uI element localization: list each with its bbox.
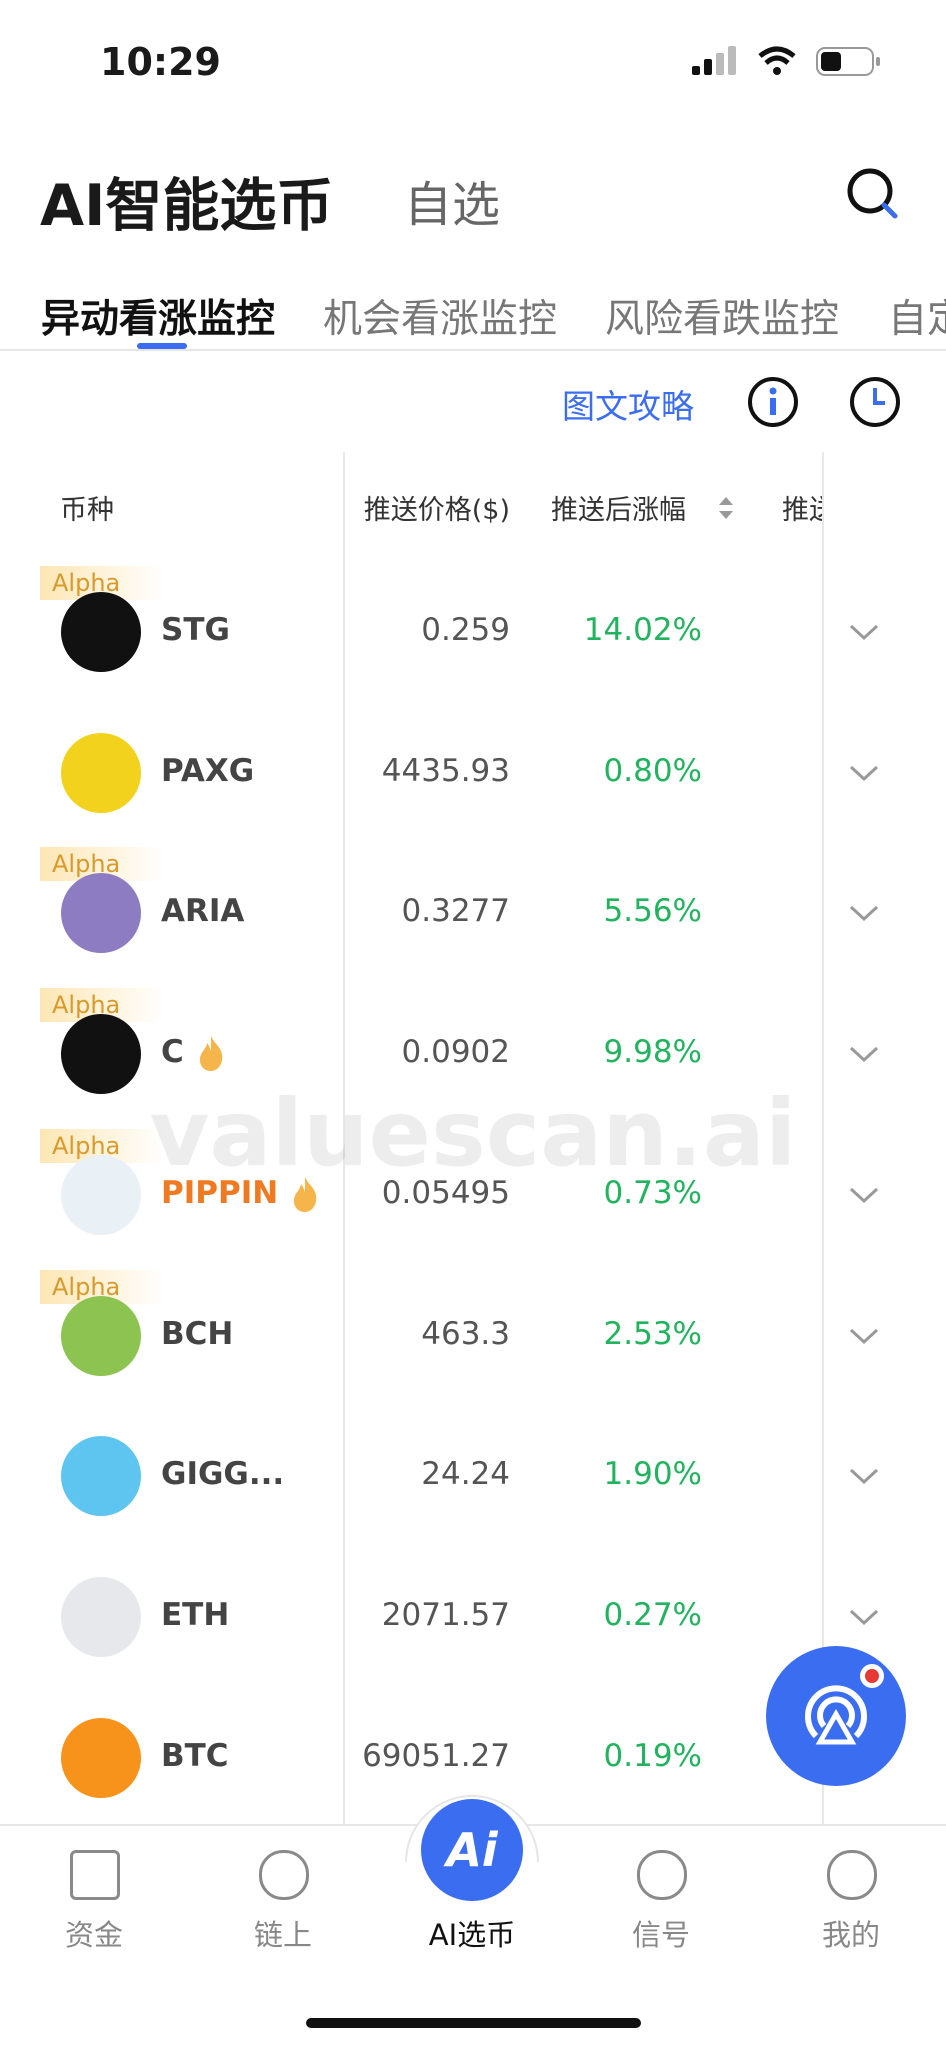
- expand-chevron[interactable]: [848, 903, 880, 923]
- push-price: 69051.27: [362, 1737, 510, 1774]
- hot-icon: [294, 1176, 317, 1212]
- nav-label[interactable]: 我的: [821, 1918, 880, 1952]
- coin-symbol[interactable]: PAXG: [161, 752, 255, 789]
- coin-symbol[interactable]: GIGG...: [161, 1456, 285, 1493]
- coin-symbol[interactable]: C: [161, 1034, 184, 1071]
- nav-label[interactable]: 信号: [631, 1918, 690, 1952]
- alpha-badge: Alpha: [40, 988, 164, 1023]
- sort-icon[interactable]: [716, 494, 736, 522]
- coin-symbol[interactable]: ARIA: [161, 893, 245, 930]
- home-indicator: [306, 2018, 641, 2028]
- search-icon[interactable]: [845, 166, 901, 222]
- status-time: 10:29: [100, 40, 221, 84]
- price-change: 1.90%: [603, 1456, 702, 1493]
- push-price: 0.3277: [401, 893, 510, 930]
- column-divider: [343, 452, 345, 1824]
- push-price: 4435.93: [381, 752, 510, 789]
- coin-icon: [61, 1436, 141, 1517]
- status-icons: [692, 46, 880, 76]
- coin-icon: [61, 1717, 141, 1798]
- expand-chevron[interactable]: [848, 1466, 880, 1486]
- price-change: 0.80%: [603, 752, 702, 789]
- tab[interactable]: 风险看跌监控: [605, 297, 840, 342]
- tab-indicator: [137, 343, 187, 349]
- expand-chevron[interactable]: [848, 1185, 880, 1205]
- ai-button[interactable]: Ai: [421, 1799, 523, 1901]
- info-icon[interactable]: [747, 376, 799, 428]
- coin-icon: [61, 873, 141, 954]
- watermark: valuescan.ai: [149, 1080, 797, 1187]
- nav-label[interactable]: 资金: [64, 1918, 123, 1952]
- guide-link[interactable]: 图文攻略: [562, 387, 694, 426]
- push-price: 0.259: [421, 612, 510, 648]
- coin-symbol[interactable]: BCH: [161, 1315, 234, 1352]
- coin-symbol[interactable]: BTC: [161, 1737, 229, 1774]
- signal-float-button[interactable]: [764, 1644, 908, 1788]
- coin-icon: [61, 1154, 141, 1235]
- column-header: 推送: [782, 495, 822, 526]
- coin-icon: [61, 1295, 141, 1376]
- price-change: 9.98%: [603, 1034, 702, 1071]
- price-change: 5.56%: [603, 893, 702, 930]
- coin-symbol[interactable]: ETH: [161, 1596, 230, 1633]
- coin-icon: [61, 592, 141, 672]
- expand-chevron[interactable]: [848, 1326, 880, 1346]
- column-header: 币种: [60, 495, 114, 526]
- history-icon[interactable]: [849, 376, 901, 428]
- nav-label[interactable]: 链上: [253, 1918, 312, 1952]
- column-header: 推送价格($): [363, 495, 510, 526]
- alpha-badge: Alpha: [40, 1269, 164, 1304]
- tab[interactable]: 异动看涨监控: [41, 297, 276, 342]
- nav-label[interactable]: AI选币: [428, 1918, 516, 1952]
- coin-symbol[interactable]: PIPPIN: [161, 1174, 279, 1211]
- push-price: 2071.57: [381, 1596, 510, 1633]
- price-change: 14.02%: [583, 612, 702, 648]
- watchlist-tab[interactable]: 自选: [404, 177, 501, 233]
- expand-chevron[interactable]: [848, 763, 880, 783]
- price-change: 2.53%: [603, 1315, 702, 1352]
- nav-icon: [259, 1850, 309, 1900]
- tab[interactable]: 机会看涨监控: [323, 297, 558, 342]
- expand-chevron[interactable]: [848, 1044, 880, 1064]
- column-header[interactable]: 推送后涨幅: [551, 495, 686, 526]
- nav-icon: [637, 1850, 687, 1900]
- price-change: 0.27%: [603, 1596, 702, 1633]
- column-divider: [822, 452, 824, 1824]
- price-change: 0.73%: [603, 1174, 702, 1211]
- coin-icon: [61, 1576, 141, 1657]
- nav-icon: [827, 1850, 877, 1900]
- coin-symbol[interactable]: STG: [161, 612, 230, 648]
- divider: [0, 349, 946, 351]
- push-price: 463.3: [421, 1315, 510, 1352]
- coin-icon: [61, 1014, 141, 1095]
- page-title: AI智能选币: [40, 173, 334, 239]
- coin-icon: [61, 732, 141, 813]
- nav-icon: [70, 1850, 120, 1900]
- push-price: 24.24: [421, 1456, 510, 1493]
- hot-icon: [199, 1036, 223, 1072]
- expand-chevron[interactable]: [848, 622, 880, 642]
- push-price: 0.05495: [381, 1174, 510, 1211]
- tab[interactable]: 自定: [888, 297, 946, 342]
- alpha-badge: Alpha: [40, 566, 164, 600]
- expand-chevron[interactable]: [848, 1607, 880, 1627]
- price-change: 0.19%: [603, 1737, 702, 1774]
- push-price: 0.0902: [401, 1034, 510, 1071]
